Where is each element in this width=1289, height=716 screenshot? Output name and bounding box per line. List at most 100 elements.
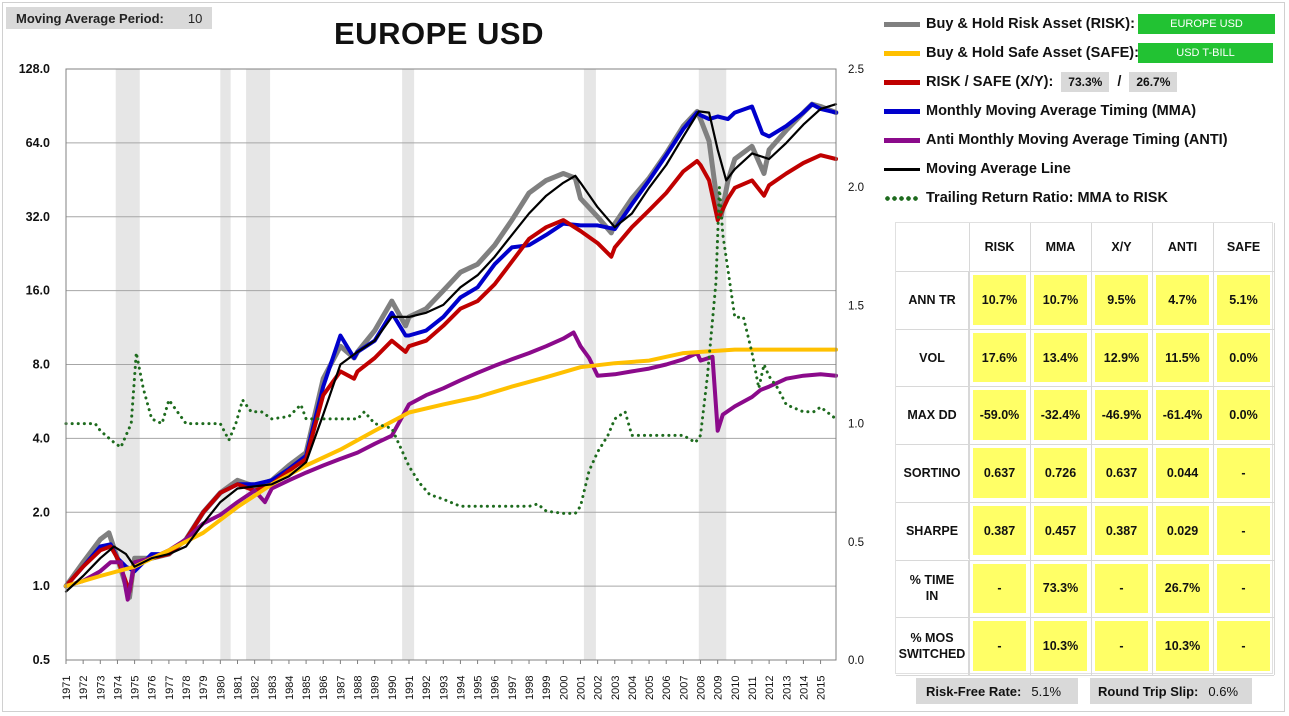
moving-average-period-label: Moving Average Period: [16, 10, 164, 26]
stats-row-divider [896, 501, 1274, 503]
x-tick-label: 1991 [404, 676, 416, 700]
legend-label-mma: Monthly Moving Average Timing (MMA) [926, 103, 1197, 119]
legend-item-ma-line: Moving Average Line [884, 157, 1071, 181]
y-tick-label: 64.0 [26, 136, 50, 150]
stats-row-label: VOL [896, 328, 969, 387]
risk-free-rate-value: 5.1% [1031, 683, 1062, 699]
moving-average-period-box: Moving Average Period: 10 [6, 7, 212, 29]
legend-label-safe: Buy & Hold Safe Asset (SAFE): [926, 45, 1139, 61]
chart-title: EUROPE USD [334, 16, 544, 51]
stats-cell: -59.0% [973, 390, 1026, 441]
stats-col-header: RISK [984, 240, 1015, 254]
xy-slash: / [1117, 74, 1122, 90]
stats-cell: - [1217, 563, 1270, 614]
stats-cell: 4.7% [1156, 275, 1209, 325]
legend-label-risk: Buy & Hold Risk Asset (RISK): [926, 16, 1135, 32]
legend-item-safe: Buy & Hold Safe Asset (SAFE): [884, 41, 1139, 65]
legend-label-ratio: Trailing Return Ratio: MMA to RISK [926, 190, 1168, 206]
x-tick-label: 1997 [507, 676, 519, 700]
stats-cell: 10.7% [1034, 275, 1087, 325]
stats-cell: - [1217, 448, 1270, 498]
y-tick-label: 2.0 [33, 505, 50, 519]
x-tick-label: 2000 [558, 676, 570, 700]
y-tick-label: 8.0 [33, 358, 50, 372]
stats-cell: 0.387 [973, 505, 1026, 556]
x-tick-label: 2004 [627, 676, 639, 700]
x-tick-label: 1987 [335, 676, 347, 700]
y2-tick-label: 1.0 [848, 419, 864, 431]
stats-cell: 12.9% [1095, 332, 1148, 383]
stats-cell: 0.387 [1095, 505, 1148, 556]
plot-border [65, 68, 837, 661]
x-tick-label: 1983 [267, 676, 279, 700]
x-tick-label: 1982 [250, 676, 262, 700]
y-tick-label: 16.0 [26, 284, 50, 298]
x-tick-label: 2012 [764, 676, 776, 700]
stats-col-header: SAFE [1226, 240, 1261, 254]
stats-cell: 13.4% [1034, 332, 1087, 383]
safe-asset-chip: USD T-BILL [1138, 43, 1273, 63]
stats-cell: 0.726 [1034, 448, 1087, 498]
stats-row-label: ANN TR [896, 271, 969, 329]
stats-cell: - [1095, 621, 1148, 671]
x-tick-label: 2002 [593, 676, 605, 700]
x-tick-label: 2015 [816, 676, 828, 700]
legend-swatch-ma-line [884, 167, 920, 171]
x-tick-label: 1993 [438, 676, 450, 700]
y2-tick-label: 0.0 [848, 655, 864, 667]
stats-cell: 26.7% [1156, 563, 1209, 614]
series-moving-average-line [64, 103, 838, 593]
stats-cell: 0.457 [1034, 505, 1087, 556]
stats-row-divider [896, 386, 1274, 388]
x-tick-label: 1992 [421, 676, 433, 700]
legend-item-ratio: Trailing Return Ratio: MMA to RISK [884, 186, 1168, 210]
x-tick-label: 2011 [747, 676, 759, 700]
stats-col-divider [969, 223, 970, 675]
stats-col-header: X/Y [1111, 240, 1132, 254]
stats-row-label: % TIME IN [896, 559, 969, 618]
stats-col-divider [1152, 223, 1153, 675]
stats-col-divider [1213, 223, 1214, 675]
legend-swatch-anti [884, 137, 920, 143]
x-tick-label: 1985 [301, 676, 313, 700]
stats-col-header: ANTI [1167, 240, 1198, 254]
x-tick-label: 1986 [318, 676, 330, 700]
risk-free-rate-label: Risk-Free Rate: [926, 683, 1022, 699]
stats-cell: -61.4% [1156, 390, 1209, 441]
stats-row-divider [896, 328, 1274, 330]
stats-cell: -46.9% [1095, 390, 1148, 441]
x-tick-label: 1972 [78, 676, 90, 700]
stats-cell: 11.5% [1156, 332, 1209, 383]
x-tick-label: 1975 [130, 676, 142, 700]
x-tick-label: 2006 [661, 676, 673, 700]
stats-cell: 5.1% [1217, 275, 1270, 325]
y-tick-label: 0.5 [33, 653, 50, 667]
legend-swatch-mma [884, 108, 920, 114]
legend-label-ma-line: Moving Average Line [926, 161, 1071, 177]
x-tick-label: 2009 [713, 676, 725, 700]
legend-swatch-safe [884, 50, 920, 56]
stats-col-header: MMA [1045, 240, 1076, 254]
x-tick-label: 2005 [644, 676, 656, 700]
x-tick-label: 1971 [61, 676, 73, 700]
y-tick-label: 32.0 [26, 210, 50, 224]
x-tick-label: 2008 [696, 676, 708, 700]
x-tick-label: 1973 [95, 676, 107, 700]
legend-swatch-ratio [884, 195, 920, 201]
stats-table: RISK MMA X/Y ANTI SAFE ANN TR 10.7% 10.7% 9.5% 4.… [895, 222, 1275, 676]
stats-cell: 0.044 [1156, 448, 1209, 498]
legend-swatch-risk [884, 21, 920, 27]
stats-cell: - [1095, 563, 1148, 614]
round-trip-slip-box: Round Trip Slip: 0.6% [1090, 678, 1252, 704]
x-tick-label: 2007 [678, 676, 690, 700]
stats-cell: 0.0% [1217, 332, 1270, 383]
legend-item-mma: Monthly Moving Average Timing (MMA) [884, 99, 1196, 123]
moving-average-period-value: 10 [187, 10, 203, 26]
x-tick-label: 2001 [575, 676, 587, 700]
stats-row-divider [896, 444, 1274, 446]
legend-item-anti: Anti Monthly Moving Average Timing (ANTI… [884, 128, 1228, 152]
stats-row-divider [896, 617, 1274, 619]
x-tick-label: 2003 [610, 676, 622, 700]
y2-tick-label: 2.5 [848, 64, 864, 76]
x-tick-label: 2010 [730, 676, 742, 700]
